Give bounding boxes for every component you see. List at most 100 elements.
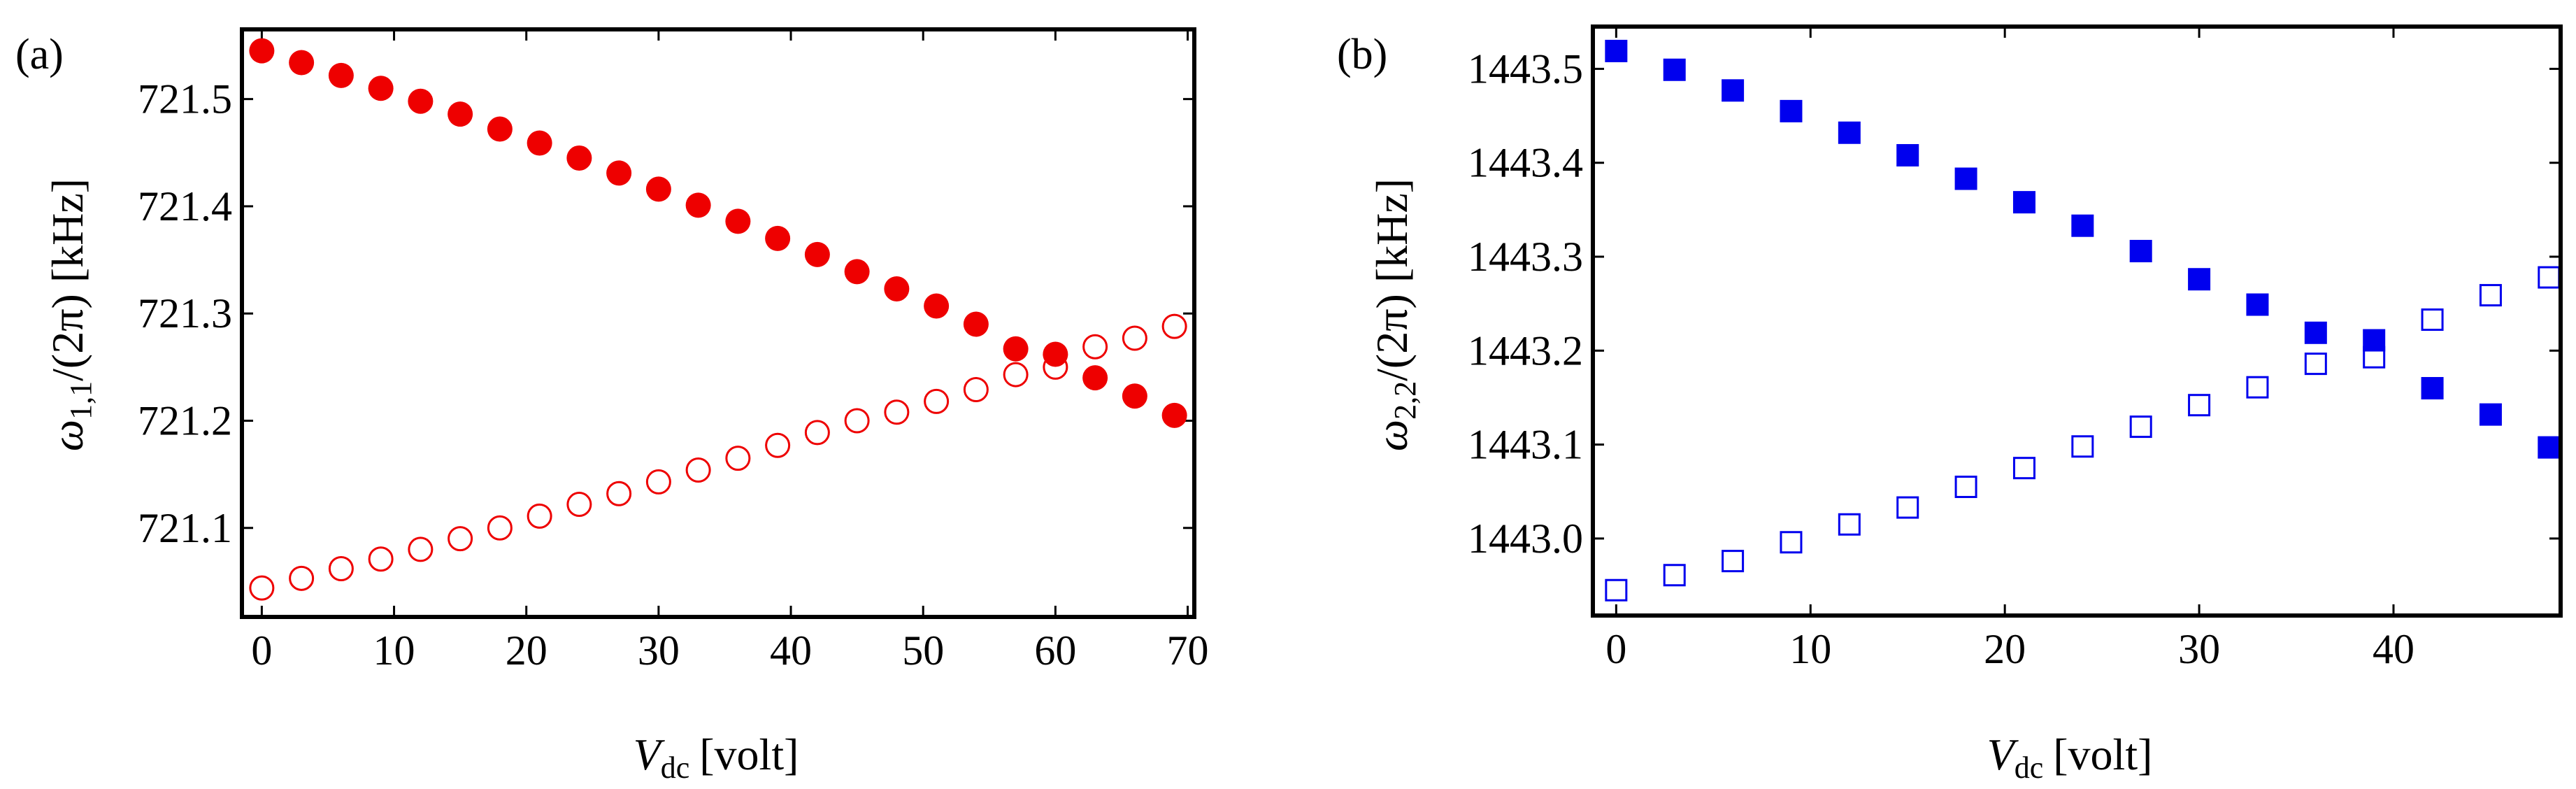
data-point <box>844 408 870 434</box>
y-tick-label: 1443.4 <box>1468 140 1583 186</box>
data-point <box>1780 531 1803 554</box>
data-point <box>527 130 552 156</box>
data-point <box>2363 346 2386 369</box>
data-point <box>2479 403 2502 426</box>
data-point <box>1838 121 1861 144</box>
data-point <box>2363 329 2386 352</box>
data-point <box>765 225 791 251</box>
data-point <box>1043 341 1068 367</box>
data-point <box>2421 377 2444 400</box>
y-tick-label: 1443.1 <box>1468 422 1583 468</box>
data-point <box>448 526 473 552</box>
x-tick-label: 70 <box>1167 627 1209 674</box>
data-point <box>289 50 315 76</box>
data-point <box>527 503 552 529</box>
data-point <box>606 481 632 506</box>
data-point <box>487 515 513 541</box>
data-point <box>1896 496 1919 519</box>
data-point <box>685 457 711 483</box>
data-point <box>606 160 632 186</box>
data-point <box>1838 513 1861 536</box>
x-tick-label: 40 <box>770 627 812 674</box>
panel-a-y-symbol: ω <box>43 420 92 451</box>
data-point <box>1082 334 1108 360</box>
x-tick-label: 20 <box>1984 626 2026 672</box>
panel-a-ticks <box>242 29 1194 617</box>
data-point <box>1722 550 1745 573</box>
series-open <box>249 313 1187 601</box>
x-tick-label: 50 <box>902 627 944 674</box>
data-point <box>1954 476 1977 499</box>
panel-a-x-axis-title: Vdc [volt] <box>634 730 799 785</box>
y-tick-label: 721.3 <box>138 290 232 336</box>
data-point <box>685 192 711 218</box>
data-point <box>725 208 751 234</box>
panel-a-x-symbol: V <box>634 730 666 779</box>
data-point <box>2304 353 2327 376</box>
panel-a-y-unit: /(2π) [kHz] <box>43 178 92 381</box>
data-point <box>1896 143 1919 166</box>
panel-a-x-subscript: dc <box>661 751 690 785</box>
panel-b-x-unit: [volt] <box>2053 730 2152 779</box>
data-point <box>884 276 910 301</box>
panel-b-points <box>1605 39 2561 602</box>
panel-a-tick-labels: 0 10 20 30 40 50 60 70 721.1 721.2 721.3 721.4 721.5 <box>138 76 1209 674</box>
x-tick-label: 20 <box>506 627 548 674</box>
data-point <box>725 446 751 471</box>
data-point <box>1082 365 1108 391</box>
panel-b: (b) 0 10 20 30 40 1443.0 1443.1 1443.2 1443.3 144… <box>1337 24 2563 785</box>
panel-a: (a) 0 10 20 30 40 50 60 70 721.1 721.2 721.3 721.4 7… <box>15 27 1209 785</box>
data-point <box>2012 191 2035 214</box>
panel-a-y-subscript: 1,1 <box>64 381 98 420</box>
data-point <box>2246 376 2269 399</box>
data-point <box>1161 402 1187 428</box>
data-point <box>328 556 354 582</box>
panel-a-x-unit: [volt] <box>699 730 799 779</box>
data-point <box>487 116 513 142</box>
data-point <box>1954 167 1977 190</box>
y-tick-label: 1443.2 <box>1468 327 1583 374</box>
data-point <box>448 101 473 127</box>
x-tick-label: 30 <box>2178 626 2220 672</box>
panel-a-y-axis-title: ω1,1/(2π) [kHz] <box>43 178 98 451</box>
panel-b-y-symbol: ω <box>1367 420 1417 451</box>
series-open <box>1605 266 2561 602</box>
data-point <box>963 311 989 337</box>
x-tick-label: 0 <box>251 627 272 674</box>
data-point <box>1663 58 1686 81</box>
data-point <box>2538 436 2561 459</box>
panel-b-frame <box>1591 24 2563 618</box>
y-tick-label: 721.4 <box>138 183 232 229</box>
x-tick-label: 0 <box>1605 626 1626 672</box>
data-point <box>804 241 830 267</box>
panel-b-label: (b) <box>1337 31 1387 78</box>
data-point <box>408 88 434 114</box>
data-point <box>1780 99 1803 122</box>
x-tick-label: 10 <box>1789 626 1831 672</box>
data-point <box>2071 435 2094 458</box>
panel-a-label: (a) <box>15 31 64 78</box>
panel-b-x-axis-title: Vdc [volt] <box>1987 730 2153 785</box>
data-point <box>645 176 671 202</box>
y-tick-label: 1443.0 <box>1468 516 1583 562</box>
data-point <box>1663 564 1686 587</box>
data-point <box>2071 214 2094 237</box>
data-point <box>1043 354 1068 380</box>
panel-b-y-axis-title: ω2,2/(2π) [kHz] <box>1367 178 1422 451</box>
panel-a-points <box>249 38 1187 601</box>
data-point <box>765 432 791 458</box>
data-point <box>1003 362 1029 388</box>
series-filled <box>249 38 1187 428</box>
data-point <box>289 565 315 591</box>
x-tick-label: 10 <box>373 627 415 674</box>
panel-b-x-subscript: dc <box>2015 751 2044 785</box>
series-filled <box>1605 39 2561 459</box>
data-point <box>1003 336 1029 362</box>
data-point <box>2129 239 2152 262</box>
data-point <box>408 536 434 562</box>
data-point <box>2538 266 2561 289</box>
panel-b-y-subscript: 2,2 <box>1388 381 1422 420</box>
data-point <box>2188 394 2211 417</box>
x-tick-label: 60 <box>1034 627 1076 674</box>
data-point <box>368 546 394 572</box>
